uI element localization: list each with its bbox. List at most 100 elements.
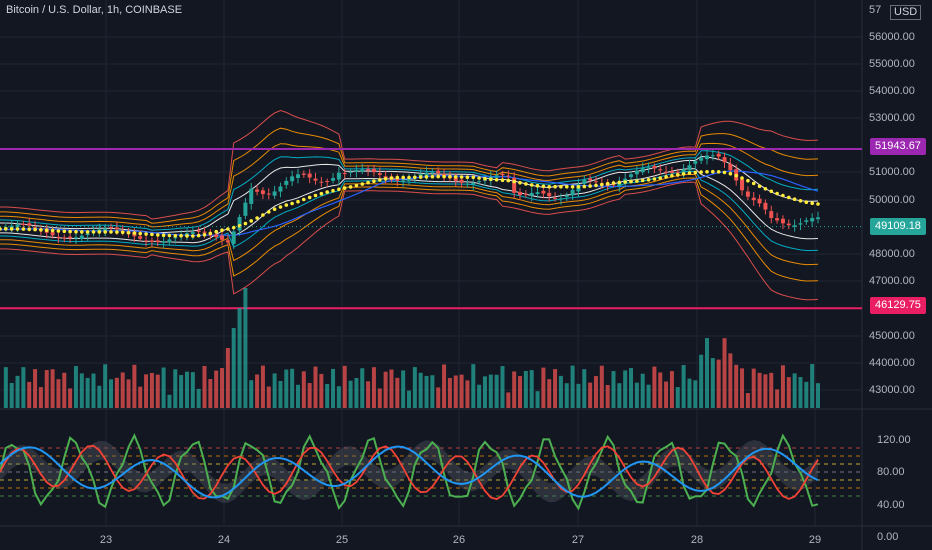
volume-bar <box>272 373 277 408</box>
sar-dot <box>448 174 452 179</box>
candle-body <box>588 178 593 181</box>
candle-body <box>144 240 149 242</box>
volume-bar <box>155 374 160 408</box>
sar-dot <box>360 182 365 186</box>
candle-body <box>27 223 32 226</box>
volume-bar <box>132 364 137 408</box>
sar-dots <box>0 169 820 238</box>
sar-dot <box>611 181 616 185</box>
sar-dot <box>483 176 487 181</box>
candle-body <box>342 173 347 175</box>
candle-body <box>652 165 657 169</box>
volume-bar <box>810 364 815 408</box>
sar-dot <box>313 193 318 198</box>
currency-button[interactable]: USD <box>890 5 922 20</box>
volume-bar <box>582 369 587 408</box>
sar-dot <box>623 180 627 184</box>
candle-body <box>646 167 651 169</box>
candle-body <box>366 168 371 171</box>
volume-bar <box>669 371 674 408</box>
sar-dot <box>290 201 294 206</box>
sar-dot <box>226 227 230 231</box>
sar-dot <box>588 184 592 188</box>
sar-dot <box>378 178 382 182</box>
volume-bar <box>634 382 639 408</box>
volume-bar <box>465 380 470 408</box>
sar-dot <box>646 178 651 182</box>
candle-body <box>453 177 458 181</box>
price-tick: 43000.00 <box>869 384 915 396</box>
sar-dot <box>413 175 417 180</box>
sar-dot <box>395 175 400 180</box>
sar-dot <box>746 178 750 183</box>
sar-dot <box>156 233 160 237</box>
volume-bar <box>675 387 680 408</box>
sar-dot <box>39 228 43 232</box>
candle-body <box>442 173 447 176</box>
candle-body <box>220 235 225 240</box>
volume-bar <box>500 366 505 408</box>
candle-body <box>109 227 114 229</box>
sar-dot <box>4 227 8 231</box>
date-tick: 29 <box>808 534 822 546</box>
sar-dot <box>255 216 259 220</box>
volume-bar <box>214 370 219 408</box>
sar-dot <box>681 172 686 176</box>
volume-bar <box>599 365 604 408</box>
sar-dot <box>453 175 458 179</box>
sar-dot <box>91 230 96 234</box>
candle-body <box>237 217 242 231</box>
candle-body <box>564 195 569 197</box>
candle-body <box>804 220 809 222</box>
sar-dot <box>699 170 703 174</box>
candle-body <box>558 198 563 200</box>
candle-body <box>675 171 680 173</box>
volume-bar <box>395 377 400 408</box>
sar-dot <box>337 187 341 192</box>
sar-dot <box>693 170 698 175</box>
volume-bar <box>816 383 820 408</box>
candle-body <box>202 231 207 233</box>
sar-dot <box>80 230 84 234</box>
sar-dot <box>366 180 370 185</box>
sar-dot <box>196 233 201 238</box>
volume-bar <box>79 373 84 408</box>
sar-dot <box>138 231 142 236</box>
volume-bar <box>91 373 96 408</box>
sar-dot <box>342 186 347 190</box>
sar-dot <box>307 195 312 200</box>
sar-dot <box>442 174 446 179</box>
sar-dot <box>56 229 61 233</box>
price-tick: 54000.00 <box>869 85 915 97</box>
price-axis-top-label: 57 <box>869 4 882 16</box>
volume-bar <box>629 368 634 408</box>
candle-body <box>494 175 499 177</box>
support-price-badge: 46129.75 <box>870 297 926 314</box>
sar-dot <box>716 170 721 174</box>
volume-bar <box>693 380 698 408</box>
sar-dot <box>781 193 785 198</box>
volume-bar <box>611 371 616 408</box>
candle-body <box>529 192 534 196</box>
candle-body <box>430 172 435 174</box>
sar-dot <box>144 232 148 236</box>
volume-bar <box>547 379 552 408</box>
volume-bar <box>652 366 657 408</box>
volume-bar <box>412 367 417 408</box>
volume-bar <box>757 372 762 408</box>
volume-bar <box>243 288 248 408</box>
sar-dot <box>383 177 388 181</box>
volume-bar <box>295 384 300 408</box>
sar-dot <box>763 187 768 191</box>
sar-dot <box>68 229 72 234</box>
candle-body <box>699 157 704 161</box>
sar-dot <box>652 177 657 181</box>
volume-bar <box>255 374 260 408</box>
volume-bar <box>266 386 271 408</box>
volume-bar <box>21 367 26 408</box>
volume-bar <box>184 371 189 408</box>
sar-dot <box>459 175 464 179</box>
candle-body <box>780 218 785 224</box>
sar-dot <box>202 232 207 237</box>
